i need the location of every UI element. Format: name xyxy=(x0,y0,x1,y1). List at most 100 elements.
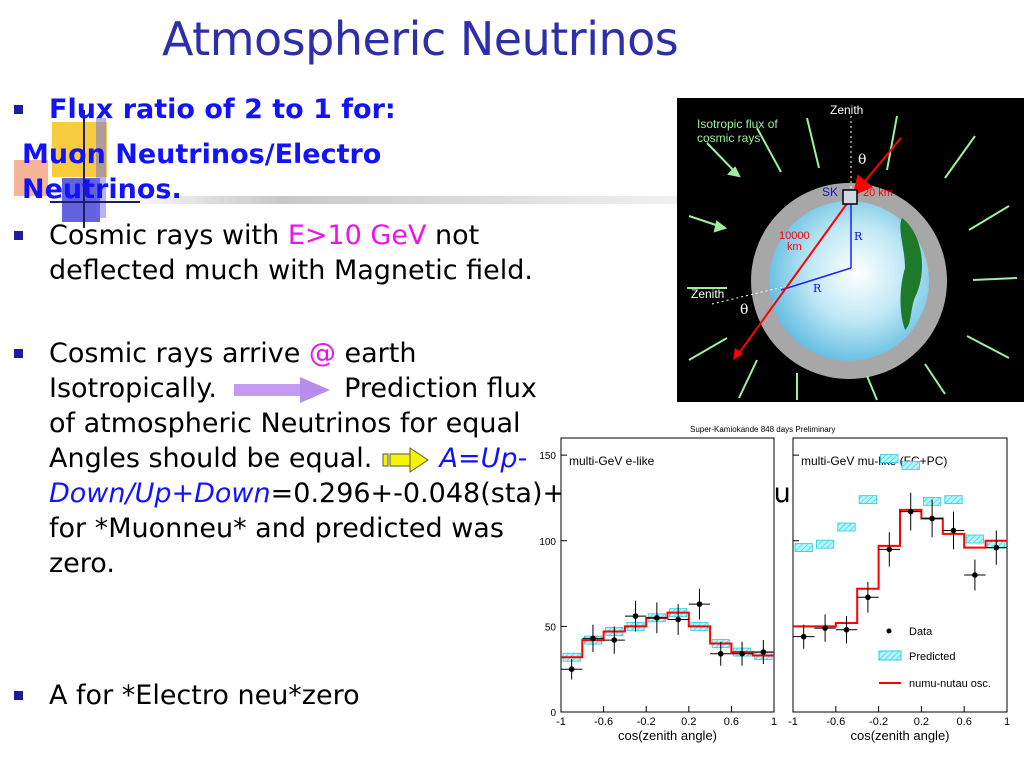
x-axis-label: cos(zenith angle) xyxy=(618,728,717,743)
oscillation-step-line xyxy=(793,508,1007,628)
data-point xyxy=(568,666,575,672)
bullet-marker xyxy=(14,691,23,700)
sk-label: SK xyxy=(822,185,838,199)
data-point xyxy=(760,649,767,655)
data-point xyxy=(950,527,957,534)
data-point xyxy=(929,515,935,522)
data-point xyxy=(696,601,703,607)
bullet-3-pre: Cosmic rays arrive xyxy=(49,338,309,369)
legend-osc-label: numu-nutau osc. xyxy=(909,678,991,690)
distance-km-label: km xyxy=(787,241,802,253)
asymmetry-formula: A=Up-Down/Up+Down xyxy=(49,443,528,509)
chart-panel-mu-like: -1 -0.6 -0.2 0.2 0.6 1 multi-GeV mu-like (FC+P… xyxy=(788,437,1010,743)
bullet-4-text: A for *Electro neu*zero xyxy=(49,680,360,711)
data-point xyxy=(993,544,1000,551)
zenith-angle-charts: Super-Kamiokande 848 days Preliminary -1… xyxy=(539,425,1010,743)
predicted-box xyxy=(944,495,963,505)
data-point xyxy=(886,546,893,553)
bullet-1-sub: Muon Neutrinos/Electro Neutrinos. xyxy=(22,139,382,205)
predicted-box xyxy=(815,539,835,549)
earth-diagram: Zenith Isotropic flux of cosmic rays θ S… xyxy=(677,98,1024,402)
bullet-marker xyxy=(14,231,23,240)
earth-globe xyxy=(769,201,929,361)
bullet-marker xyxy=(14,349,23,358)
predicted-box xyxy=(901,461,920,470)
data-point xyxy=(739,650,745,657)
data-point xyxy=(717,650,724,657)
panel-title: multi-GeV mu-like (FC+PC) xyxy=(801,454,947,468)
panel-title: multi-GeV e-like xyxy=(569,454,655,468)
detector-icon xyxy=(842,189,858,205)
y-tick-label: 150 xyxy=(539,451,556,462)
predicted-box xyxy=(794,543,813,552)
chart-panel-e-like: -1 -0.6 -0.2 0.2 0.6 1 0 50 100 150 multi-GeV e-li… xyxy=(539,437,777,743)
predicted-box xyxy=(837,522,856,532)
x-tick-label: 0.2 xyxy=(681,716,696,728)
chart-header: Super-Kamiokande 848 days Preliminary xyxy=(690,425,835,434)
x-tick-label: -0.6 xyxy=(594,716,613,728)
bullet-2-text: Cosmic rays with E>10 GeV not deflected … xyxy=(49,218,554,288)
bullet-2-post: not deflected much with Magnetic field. xyxy=(49,220,534,286)
x-tick-label: 0.6 xyxy=(724,716,739,728)
radius-label-2: R xyxy=(813,282,822,295)
red-arrowhead-icon xyxy=(733,348,743,360)
data-point xyxy=(843,627,850,633)
bullet-3-post: earth Isotropically. xyxy=(49,338,417,404)
neutrino-path-long xyxy=(736,197,852,357)
cosmic-ray-arrows xyxy=(687,115,1018,401)
data-point xyxy=(972,572,978,578)
bullet-3-text: Cosmic rays arrive @ earth Isotropically… xyxy=(49,336,835,581)
at-highlight: @ xyxy=(308,338,336,369)
bullet-1-lead: Flux ratio of 2 to 1 for: xyxy=(49,94,396,125)
purple-arrow-icon xyxy=(233,376,330,403)
x-tick-label: -1 xyxy=(788,716,798,728)
x-tick-label: -0.6 xyxy=(826,716,845,728)
distance-20km-label: 20 km xyxy=(863,187,893,199)
data-point xyxy=(675,616,681,623)
yellow-arrow-icon xyxy=(382,446,429,473)
bullet-3-post2: Prediction flux of atmospheric Neutrinos… xyxy=(49,373,537,474)
x-tick-label: 1 xyxy=(771,716,777,728)
theta-top-label: θ xyxy=(858,152,866,168)
legend-data-marker xyxy=(886,628,892,634)
data-point xyxy=(654,615,660,621)
energy-highlight: E>10 GeV xyxy=(287,220,427,251)
radius-label-1: R xyxy=(854,230,863,243)
x-tick-label: -0.2 xyxy=(637,716,656,728)
continent-shape xyxy=(900,218,922,330)
data-point xyxy=(822,625,828,631)
x-axis-label: cos(zenith angle) xyxy=(851,728,950,743)
predicted-box xyxy=(880,454,899,463)
plot-frame xyxy=(560,437,775,713)
bullet-marker xyxy=(14,105,23,114)
data-point xyxy=(800,633,807,640)
isotropic-label-2: cosmic rays xyxy=(697,131,760,145)
slide-title: Atmospheric Neutrinos xyxy=(162,12,679,66)
x-tick-label: 0.2 xyxy=(914,716,929,728)
isotropic-label-1: Isotropic flux of xyxy=(697,117,778,131)
data-point xyxy=(590,635,596,642)
data-point xyxy=(865,594,871,601)
y-tick-label: 0 xyxy=(550,708,556,719)
data-point xyxy=(632,613,639,619)
y-tick-label: 50 xyxy=(545,622,557,633)
bullet-2-pre: Cosmic rays with xyxy=(49,220,288,251)
legend-predicted-label: Predicted xyxy=(909,651,955,663)
data-point xyxy=(611,637,618,643)
y-tick-label: 100 xyxy=(539,537,556,548)
zenith-left-label: Zenith xyxy=(691,287,724,301)
data-point xyxy=(907,508,914,515)
legend-data-label: Data xyxy=(909,626,933,638)
x-tick-label: -0.2 xyxy=(869,716,888,728)
predicted-box xyxy=(965,534,985,544)
theta-left-label: θ xyxy=(740,302,748,318)
distance-10000-label: 10000 xyxy=(779,230,810,242)
neutrino-path-short xyxy=(852,137,902,197)
radius-line-2 xyxy=(780,267,852,291)
predicted-box xyxy=(858,495,878,505)
x-tick-label: -1 xyxy=(556,716,566,728)
x-tick-label: 0.6 xyxy=(957,716,972,728)
x-tick-label: 1 xyxy=(1004,716,1010,728)
zenith-top-label: Zenith xyxy=(830,103,863,117)
